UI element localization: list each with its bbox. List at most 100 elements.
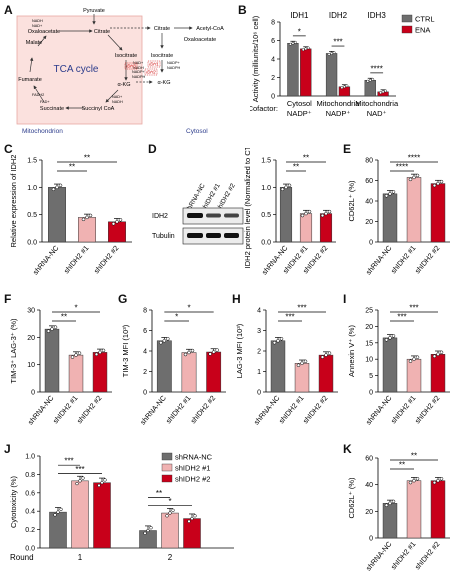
data-point [50,327,54,331]
panel-label-h: H [232,292,241,306]
western-blot: shRNA-NC shIDH2 #1 shIDH2 #2 IDH2 Tubuli… [152,182,244,245]
x-tick-label: shRNA-NC [252,394,282,427]
y-axis-title: Relative expression of IDH2 [9,155,18,248]
data-point [408,480,413,485]
data-point [276,339,280,343]
x-tick-label: NADP⁺ [326,109,351,118]
data-point [284,185,288,190]
bar-b-ena-0 [300,48,312,97]
x-tick-label: shRNA-NC [31,244,61,277]
data-point [391,334,396,338]
data-point [289,42,292,46]
y-tick-label: 0 [31,390,35,397]
x-tick-label: NADP⁺ [287,109,312,118]
node-akg-cyto: α-KG [158,80,171,86]
y-axis-title: TIM-3 MFI (10³) [121,324,130,377]
node-pyruvate: Pyruvate [83,8,105,14]
cofactor-nad-1: NAD+ [32,24,43,28]
significance-marker: ** [156,489,162,498]
significance-marker: ** [303,154,309,163]
panel-label-d: D [148,142,157,156]
bar-c-0 [48,187,66,243]
y-axis-title: TIM-3⁺ LAG-3⁺ (%) [9,318,18,384]
x-tick-label: shIDH2 #2 [413,244,442,276]
y-tick-label: 80 [365,158,373,165]
y-tick-label: 2 [271,75,275,82]
bar-k-1 [406,480,422,539]
data-point [303,359,308,364]
legend-swatch [161,474,173,483]
legend-swatch [401,14,413,23]
y-tick-label: 0.2 [25,527,35,534]
panel-label-c: C [4,142,13,156]
panel-label-j: J [4,442,11,456]
data-point [384,194,389,198]
significance-marker: * [74,304,77,313]
data-point [332,51,336,54]
data-point [272,340,277,345]
data-point [146,528,150,533]
data-point [103,478,107,482]
bar-h-2 [318,354,334,393]
x-tick-label: 1 [78,553,83,562]
cofactor-nadh-3: NADH [112,100,123,104]
bar-c-1 [78,217,96,243]
data-point [343,85,346,89]
x-axis-title: Round [10,553,34,562]
y-tick-label: 40 [365,199,373,206]
chart-i: 0 5 10 15 20 25 Annexin V⁺ (%) shRNA-NC shIDH2 #… [347,304,450,427]
significance-marker: * [298,27,301,36]
cofactor-nadh-1: NADH [32,19,43,23]
bar-e-0 [382,193,398,243]
significance-marker: *** [75,465,84,474]
data-point [59,507,63,512]
band-idh2-sh2 [224,213,239,218]
data-point [81,476,85,480]
data-point [215,348,219,352]
significance-marker: *** [397,313,406,322]
data-point [320,355,325,359]
significance-marker: * [187,304,190,313]
y-axis-title: Cytotoxicity (%) [9,475,18,528]
y-tick-label: 0.5 [27,212,37,219]
y-tick-label: 3 [257,328,261,335]
legend-label: shIDH2 #2 [175,475,210,484]
legend-swatch [161,452,173,461]
cofactor-nadh-2: NADH [133,66,144,70]
y-tick-label: 0 [369,390,373,397]
data-point [101,348,106,353]
x-tick-label: 2 [168,553,173,562]
data-point [294,40,297,44]
data-point [77,351,82,355]
bar-f-2 [92,352,108,393]
significance-marker: *** [333,38,342,47]
bar-h-0 [270,340,286,393]
data-point [81,217,86,222]
data-point [412,175,416,180]
x-tick-label: shRNA-NC [364,244,394,277]
y-tick-label: 6 [143,328,147,335]
data-point [408,359,413,363]
data-point [97,483,101,488]
data-point [171,508,175,512]
y-tick-label: 20 [365,324,373,331]
significance-marker: * [168,497,171,506]
cofactor-fadh2: FADH2 [32,93,44,97]
y-tick-label: 2 [257,349,261,356]
bar-d-0 [279,187,293,243]
data-point [211,350,216,354]
cofactor-nad-2: NAD+ [133,61,144,65]
cofactor-fad: FAD+ [40,100,50,104]
y-tick-label: 0 [271,94,275,101]
y-tick-label: 8 [143,308,147,315]
panel-label-b: B [238,3,247,17]
y-axis-title: IDH2 protein level (Normalized to CTRL) [243,148,252,268]
data-point [408,177,413,182]
band-idh2-sh1 [206,213,221,218]
bar-j-0-0 [49,511,67,549]
bar-k-2 [430,480,446,539]
data-point [165,514,169,518]
significance-marker: *** [64,457,73,466]
